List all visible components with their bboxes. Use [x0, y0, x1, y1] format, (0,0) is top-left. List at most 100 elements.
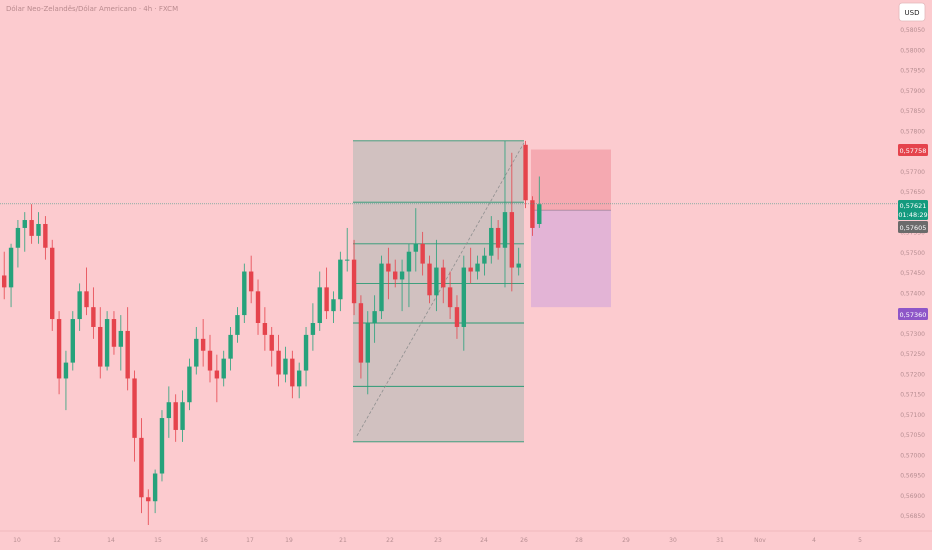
candle-body[interactable] — [29, 220, 34, 236]
price-tick-label: 0,57100 — [900, 412, 925, 419]
target-price-tag: 0,57758 — [898, 144, 928, 156]
time-tick-label: 22 — [386, 537, 394, 544]
entry-price-tag: 0,57605 — [898, 221, 928, 233]
candle-body[interactable] — [434, 267, 439, 296]
candle-body[interactable] — [43, 223, 48, 248]
candle-body[interactable] — [166, 402, 172, 419]
candle-body[interactable] — [228, 334, 233, 359]
candle-body[interactable] — [276, 350, 281, 375]
candle-body[interactable] — [173, 402, 178, 430]
candle-body[interactable] — [502, 212, 508, 248]
candle-body[interactable] — [461, 267, 467, 327]
price-tick-label: 0,58050 — [900, 27, 925, 34]
time-tick-label: 14 — [107, 537, 115, 544]
currency-button[interactable]: USD — [898, 2, 926, 22]
candle-body[interactable] — [317, 287, 322, 324]
candle-body[interactable] — [139, 437, 144, 498]
candle-body[interactable] — [36, 223, 41, 236]
candle-body[interactable] — [372, 311, 377, 324]
candle-body[interactable] — [84, 291, 89, 308]
candle-body[interactable] — [159, 418, 165, 474]
candle-body[interactable] — [262, 323, 268, 335]
candle-body[interactable] — [537, 204, 542, 224]
position-stop-zone[interactable] — [531, 210, 611, 308]
candle-body[interactable] — [194, 338, 199, 367]
candle-body[interactable] — [331, 299, 336, 312]
candle-body[interactable] — [77, 291, 82, 320]
candle-body[interactable] — [413, 243, 418, 252]
candle-body[interactable] — [489, 227, 494, 256]
candle-body[interactable] — [406, 251, 412, 272]
candle-body[interactable] — [111, 319, 117, 347]
candle-body[interactable] — [152, 473, 158, 502]
fib-trend-line[interactable] — [356, 142, 525, 437]
candle-body[interactable] — [104, 319, 110, 367]
candle-body[interactable] — [516, 263, 521, 268]
candle-body[interactable] — [303, 334, 309, 371]
candle-body[interactable] — [2, 275, 7, 288]
candle-body[interactable] — [447, 287, 453, 308]
position-target-zone[interactable] — [531, 149, 611, 211]
candle-body[interactable] — [475, 263, 480, 272]
candle-body[interactable] — [8, 247, 14, 288]
time-tick-label: 30 — [669, 537, 677, 544]
candle-body[interactable] — [70, 319, 75, 363]
candle-body[interactable] — [22, 220, 27, 228]
candle-body[interactable] — [365, 323, 370, 363]
candle-body[interactable] — [523, 144, 528, 201]
candle-body[interactable] — [146, 497, 151, 502]
candle-body[interactable] — [98, 326, 103, 367]
candle-body[interactable] — [207, 350, 213, 371]
candle-body[interactable] — [482, 255, 487, 264]
candle-body[interactable] — [393, 271, 398, 280]
candle-body[interactable] — [56, 319, 62, 379]
candle-body[interactable] — [200, 338, 206, 351]
candles-layer[interactable] — [2, 140, 542, 525]
candle-body[interactable] — [324, 287, 329, 312]
candle-body[interactable] — [358, 303, 364, 363]
candle-body[interactable] — [15, 227, 21, 248]
candle-body[interactable] — [91, 307, 96, 327]
candle-body[interactable] — [283, 358, 288, 375]
candle-body[interactable] — [386, 263, 391, 272]
price-tick-label: 0,57800 — [900, 128, 925, 135]
time-scale[interactable]: 10 12 14 15 16 17 19 21 22 23 24 26 28 29 30 31 Nov 4 5 — [13, 537, 862, 544]
candle-body[interactable] — [530, 200, 535, 228]
candle-body[interactable] — [63, 362, 69, 379]
candle-body[interactable] — [242, 271, 247, 316]
time-tick-label: 10 — [13, 537, 21, 544]
candle-body[interactable] — [296, 370, 302, 387]
candle-body[interactable] — [345, 259, 350, 261]
candle-body[interactable] — [132, 378, 137, 438]
candle-body[interactable] — [118, 330, 124, 347]
stop-price-text: 0,57360 — [900, 311, 927, 319]
candle-body[interactable] — [420, 243, 425, 264]
candle-body[interactable] — [495, 227, 501, 248]
bar-countdown-text: 01:48:29 — [898, 211, 927, 219]
candle-body[interactable] — [235, 315, 240, 335]
candle-body[interactable] — [379, 263, 384, 312]
candle-body[interactable] — [221, 358, 226, 379]
candle-body[interactable] — [290, 358, 295, 387]
candle-body[interactable] — [269, 334, 274, 351]
candle-body[interactable] — [187, 366, 192, 403]
candle-body[interactable] — [50, 247, 55, 320]
candle-body[interactable] — [509, 212, 515, 268]
time-tick-label: 19 — [285, 537, 293, 544]
candle-body[interactable] — [454, 307, 460, 327]
time-tick-label: 24 — [480, 537, 488, 544]
candle-body[interactable] — [125, 330, 130, 379]
candle-body[interactable] — [427, 263, 432, 296]
candle-body[interactable] — [248, 271, 254, 292]
time-tick-label: 31 — [716, 537, 724, 544]
candle-body[interactable] — [399, 271, 405, 280]
candle-body[interactable] — [310, 323, 316, 335]
candle-body[interactable] — [180, 402, 185, 430]
candle-body[interactable] — [468, 267, 473, 272]
candle-body[interactable] — [255, 291, 261, 324]
candle-body[interactable] — [351, 259, 357, 304]
candle-body[interactable] — [441, 267, 446, 288]
candle-body[interactable] — [338, 259, 343, 300]
candle-body[interactable] — [214, 370, 220, 379]
